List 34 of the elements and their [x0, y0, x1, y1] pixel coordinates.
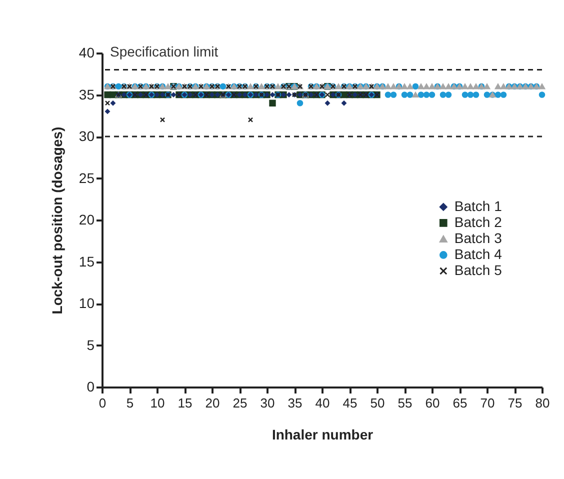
x-tick-label: 45 — [342, 396, 358, 410]
ref-line-label: Specification limit — [110, 44, 218, 60]
x-axis-title: Inhaler number — [272, 426, 374, 442]
y-tick-label: 40 — [78, 44, 95, 60]
y-tick-label: 0 — [86, 378, 95, 394]
x-tick-label: 0 — [98, 396, 106, 410]
legend-label: Batch 5 — [454, 262, 502, 278]
x-tick-label: 30 — [260, 396, 275, 410]
x-tick-label: 80 — [535, 396, 550, 410]
y-tick-label: 10 — [78, 295, 95, 311]
x-tick-label: 50 — [370, 396, 385, 410]
legend-label: Batch 1 — [454, 198, 502, 214]
y-tick-label: 15 — [78, 253, 95, 270]
y-tick-label: 25 — [78, 170, 95, 186]
y-axis-title: Lock-out position (dosages) — [48, 126, 65, 314]
x-tick-label: 55 — [398, 396, 412, 410]
y-tick-label: 20 — [78, 212, 95, 228]
y-tick-label: 35 — [78, 86, 95, 102]
x-tick-label: 65 — [452, 396, 468, 410]
x-tick-label: 5 — [126, 396, 134, 410]
legend-label: Batch 2 — [454, 214, 502, 230]
x-tick-label: 70 — [480, 396, 495, 410]
y-tick-label: 5 — [86, 336, 95, 353]
x-tick-label: 10 — [150, 396, 165, 410]
x-tick-label: 20 — [205, 396, 220, 410]
x-tick-label: 75 — [508, 396, 522, 410]
x-tick-label: 15 — [178, 396, 192, 410]
legend-label: Batch 3 — [454, 230, 502, 246]
x-tick-label: 40 — [315, 396, 330, 410]
y-tick-label: 30 — [78, 128, 95, 144]
legend-label: Batch 4 — [454, 246, 502, 262]
x-tick-label: 35 — [288, 396, 302, 410]
x-tick-label: 60 — [425, 396, 440, 410]
x-tick-label: 25 — [232, 396, 248, 410]
